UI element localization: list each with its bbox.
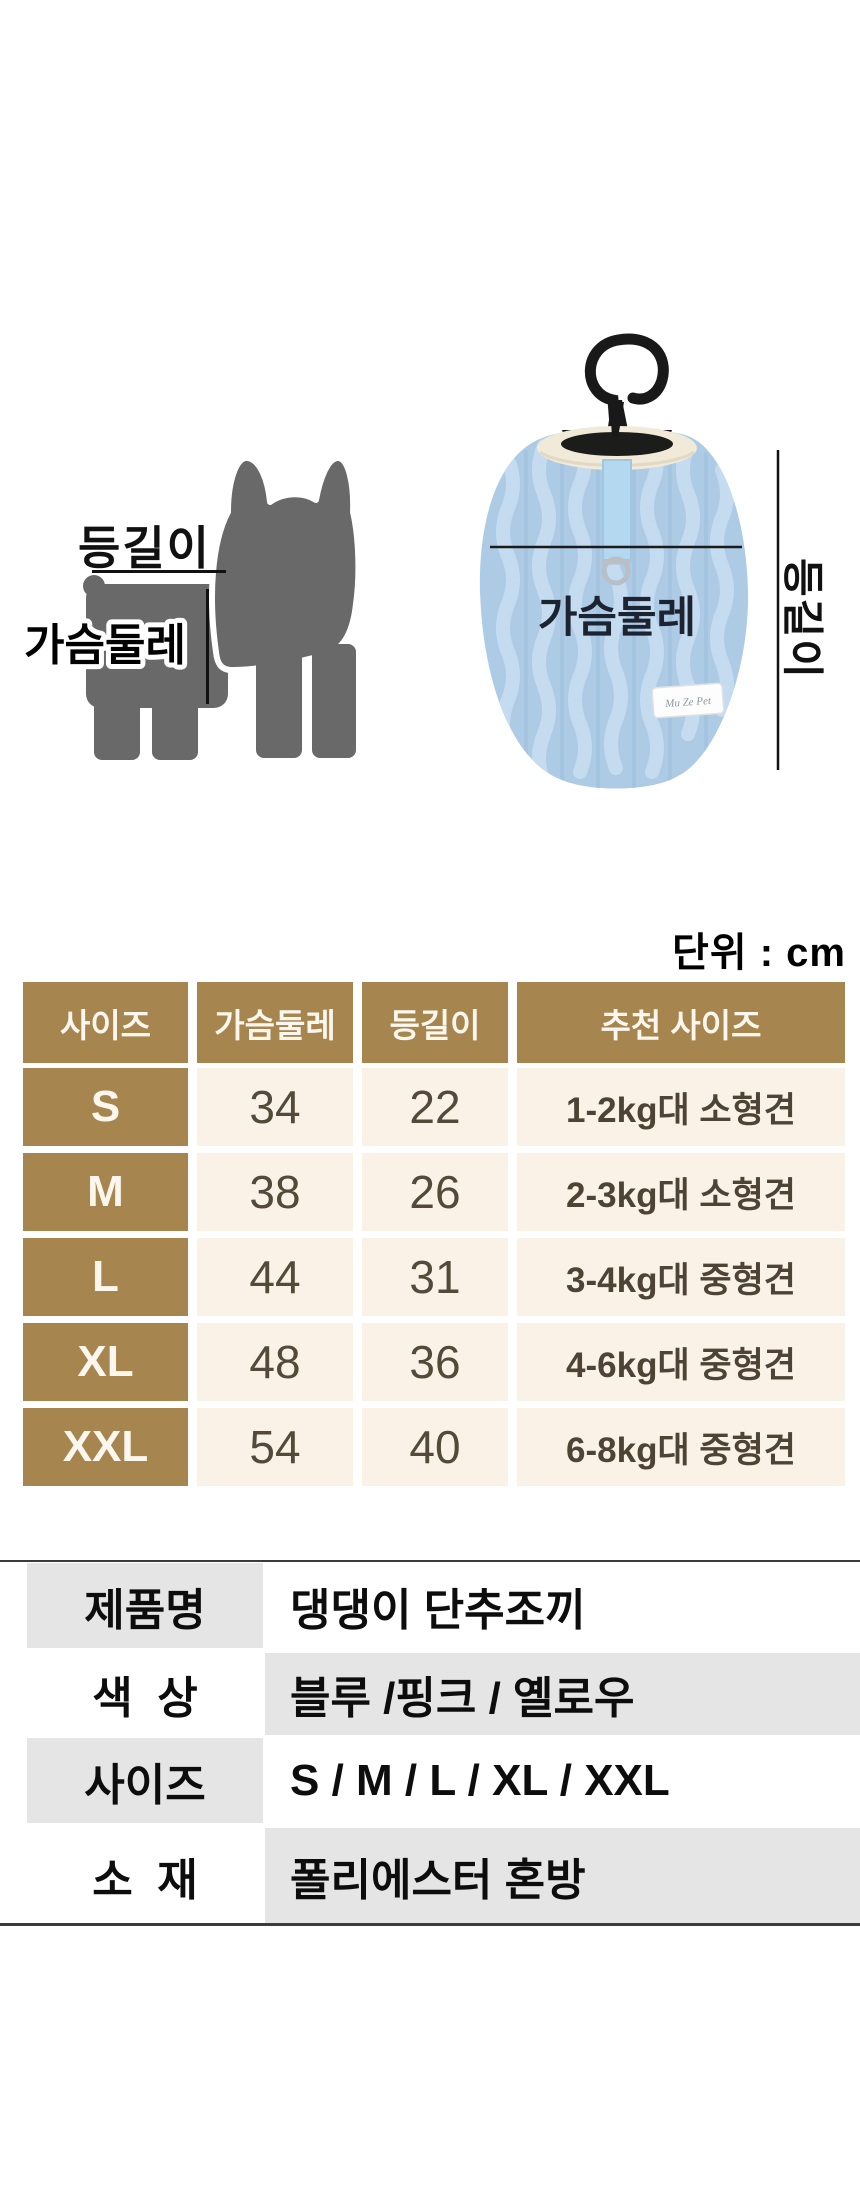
chest-cell: 48 (197, 1323, 353, 1401)
header-back: 등길이 (362, 982, 508, 1063)
size-cell: S (23, 1068, 188, 1146)
info-row: 제품명 댕댕이 단추조끼 (0, 1563, 860, 1648)
top-divider (0, 1560, 860, 1562)
vest-chest-label: 가슴둘레 (538, 594, 696, 642)
size-table-header-row: 사이즈 가슴둘레 등길이 추천 사이즈 (23, 982, 845, 1063)
brand-tag: Mu Ze Pet (651, 682, 725, 719)
dog-silhouette (83, 455, 358, 760)
chest-cell: 34 (197, 1068, 353, 1146)
info-row: 색 상 블루 /핑크 / 옐로우 (0, 1653, 860, 1735)
table-row: S 34 22 1-2kg대 소형견 (23, 1068, 845, 1146)
info-label: 사이즈 (27, 1738, 263, 1823)
header-recommend: 추천 사이즈 (517, 982, 845, 1063)
vest-photo: 가슴둘레 Mu Ze Pet 등길이 (479, 333, 826, 789)
size-cell: XL (23, 1323, 188, 1401)
info-value: 폴리에스터 혼방 (265, 1828, 860, 1923)
dog-rear-leg (152, 694, 198, 760)
brand-tag-text: Mu Ze Pet (664, 695, 712, 710)
table-row: XXL 54 40 6-8kg대 중형견 (23, 1408, 845, 1486)
recommend-cell: 2-3kg대 소형견 (517, 1153, 845, 1231)
d-ring-icon (601, 556, 631, 586)
size-cell: XXL (23, 1408, 188, 1486)
chest-girth-label-svg: 가슴둘레 (19, 616, 191, 675)
chest-cell: 44 (197, 1238, 353, 1316)
dog-rear-leg (94, 694, 140, 760)
dog-front-leg (312, 644, 356, 758)
vest-strap (602, 459, 632, 561)
back-cell: 22 (362, 1068, 508, 1146)
chest-cell: 54 (197, 1408, 353, 1486)
chest-cell: 38 (197, 1153, 353, 1231)
vest-collar (537, 402, 697, 470)
size-cell: L (23, 1238, 188, 1316)
recommend-cell: 4-6kg대 중형견 (517, 1323, 845, 1401)
info-value: 댕댕이 단추조끼 (265, 1563, 860, 1648)
info-label: 소 재 (27, 1828, 263, 1923)
dog-front-leg (256, 644, 302, 758)
recommend-cell: 3-4kg대 중형견 (517, 1238, 845, 1316)
back-length-label: 등길이 (78, 522, 211, 574)
bottom-divider (0, 1923, 860, 1926)
table-row: L 44 31 3-4kg대 중형견 (23, 1238, 845, 1316)
back-length-underline (92, 570, 226, 573)
header-size: 사이즈 (23, 982, 188, 1063)
info-value: 블루 /핑크 / 옐로우 (265, 1653, 860, 1735)
dog-body (86, 584, 228, 708)
table-row: M 38 26 2-3kg대 소형견 (23, 1153, 845, 1231)
info-label: 색 상 (27, 1653, 263, 1735)
back-cell: 31 (362, 1238, 508, 1316)
unit-note: 단위 : cm (672, 931, 846, 975)
vest-back-length-label: 등길이 (779, 558, 826, 680)
info-row: 사이즈 S / M / L / XL / XXL (0, 1738, 860, 1823)
back-cell: 26 (362, 1153, 508, 1231)
chest-measure-line (206, 589, 209, 704)
size-table: 사이즈 가슴둘레 등길이 추천 사이즈 S 34 22 1-2kg대 소형견 M… (23, 982, 845, 1493)
info-row: 소 재 폴리에스터 혼방 (0, 1828, 860, 1923)
info-value: S / M / L / XL / XXL (265, 1738, 860, 1823)
chest-girth-label: 가슴둘레 (24, 621, 186, 670)
header-chest: 가슴둘레 (197, 982, 353, 1063)
recommend-cell: 1-2kg대 소형견 (517, 1068, 845, 1146)
table-row: XL 48 36 4-6kg대 중형견 (23, 1323, 845, 1401)
size-cell: M (23, 1153, 188, 1231)
info-label: 제품명 (27, 1563, 263, 1648)
recommend-cell: 6-8kg대 중형견 (517, 1408, 845, 1486)
back-cell: 36 (362, 1323, 508, 1401)
back-cell: 40 (362, 1408, 508, 1486)
